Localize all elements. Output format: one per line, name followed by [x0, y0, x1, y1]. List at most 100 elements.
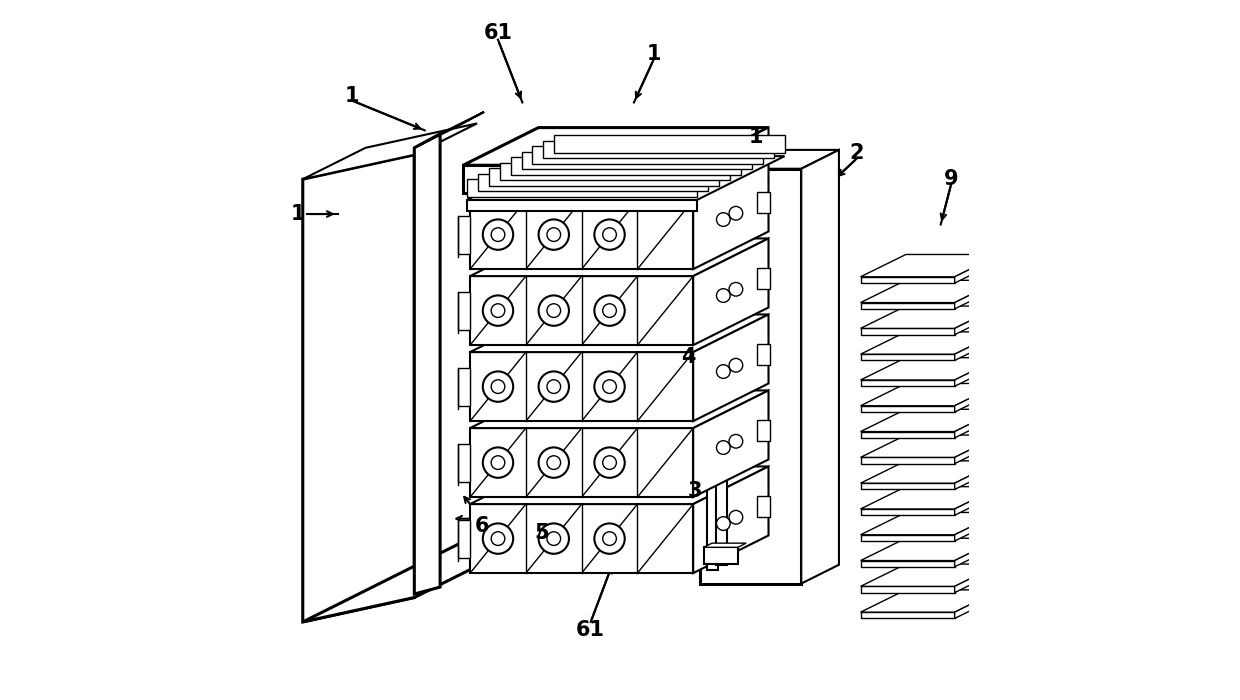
Circle shape	[491, 456, 505, 470]
Polygon shape	[955, 512, 999, 541]
Circle shape	[482, 295, 513, 326]
Text: 61: 61	[484, 23, 512, 43]
Ellipse shape	[729, 282, 743, 296]
Polygon shape	[715, 189, 727, 566]
Polygon shape	[861, 384, 999, 406]
Text: 61: 61	[577, 620, 605, 641]
Text: 4: 4	[681, 347, 696, 367]
Polygon shape	[693, 127, 769, 193]
Circle shape	[594, 447, 625, 478]
Polygon shape	[955, 590, 999, 618]
Polygon shape	[458, 216, 470, 253]
Polygon shape	[466, 200, 697, 211]
Circle shape	[547, 532, 560, 545]
Polygon shape	[955, 564, 999, 593]
Polygon shape	[303, 516, 578, 622]
Polygon shape	[470, 391, 769, 428]
Polygon shape	[861, 332, 999, 354]
Polygon shape	[470, 352, 693, 421]
Polygon shape	[511, 158, 740, 174]
Polygon shape	[955, 435, 999, 463]
Polygon shape	[463, 165, 693, 193]
Text: 3: 3	[688, 481, 703, 500]
Circle shape	[538, 372, 569, 402]
Polygon shape	[861, 280, 999, 302]
Circle shape	[482, 219, 513, 250]
Ellipse shape	[717, 288, 730, 302]
Circle shape	[538, 295, 569, 326]
Polygon shape	[458, 368, 470, 405]
Circle shape	[491, 304, 505, 317]
Polygon shape	[500, 162, 729, 180]
Polygon shape	[861, 509, 955, 515]
Polygon shape	[955, 332, 999, 361]
Circle shape	[538, 447, 569, 478]
Text: 2: 2	[849, 144, 864, 163]
Polygon shape	[466, 179, 697, 197]
Circle shape	[547, 456, 560, 470]
Ellipse shape	[729, 206, 743, 220]
Polygon shape	[955, 461, 999, 489]
Circle shape	[538, 524, 569, 554]
Ellipse shape	[717, 517, 730, 531]
Text: 1: 1	[345, 85, 358, 106]
Polygon shape	[707, 193, 718, 570]
Polygon shape	[470, 428, 693, 497]
Polygon shape	[703, 543, 746, 547]
Circle shape	[482, 524, 513, 554]
Polygon shape	[955, 384, 999, 412]
Circle shape	[547, 380, 560, 393]
Circle shape	[594, 295, 625, 326]
Polygon shape	[414, 134, 440, 594]
Polygon shape	[861, 461, 999, 483]
Polygon shape	[861, 590, 999, 612]
Polygon shape	[703, 199, 738, 216]
Polygon shape	[955, 255, 999, 283]
Circle shape	[594, 219, 625, 250]
Polygon shape	[861, 435, 999, 457]
Polygon shape	[861, 432, 955, 438]
Polygon shape	[703, 195, 746, 199]
Polygon shape	[466, 156, 785, 200]
Polygon shape	[693, 466, 769, 573]
Polygon shape	[861, 483, 955, 489]
Polygon shape	[861, 380, 955, 386]
Polygon shape	[470, 504, 693, 573]
Polygon shape	[861, 358, 999, 380]
Text: 1: 1	[646, 43, 661, 64]
Circle shape	[603, 456, 616, 470]
Polygon shape	[758, 496, 770, 517]
Polygon shape	[861, 587, 955, 593]
Polygon shape	[861, 512, 999, 535]
Polygon shape	[861, 255, 999, 276]
Polygon shape	[303, 155, 414, 622]
Polygon shape	[470, 276, 693, 345]
Circle shape	[491, 532, 505, 545]
Polygon shape	[477, 174, 708, 191]
Polygon shape	[861, 486, 999, 509]
Polygon shape	[470, 314, 769, 352]
Polygon shape	[701, 169, 801, 584]
Text: 6: 6	[475, 516, 490, 536]
Polygon shape	[532, 146, 763, 164]
Polygon shape	[554, 135, 785, 153]
Polygon shape	[758, 344, 770, 365]
Polygon shape	[955, 306, 999, 335]
Circle shape	[547, 304, 560, 317]
Polygon shape	[693, 162, 769, 269]
Polygon shape	[470, 200, 693, 269]
Polygon shape	[861, 564, 999, 587]
Polygon shape	[861, 354, 955, 360]
Text: 5: 5	[534, 523, 549, 542]
Polygon shape	[955, 486, 999, 515]
Circle shape	[594, 372, 625, 402]
Polygon shape	[861, 406, 955, 412]
Polygon shape	[414, 112, 484, 148]
Polygon shape	[693, 314, 769, 421]
Polygon shape	[463, 127, 769, 165]
Polygon shape	[758, 268, 770, 289]
Text: 1: 1	[290, 204, 305, 224]
Text: 1: 1	[749, 127, 763, 147]
Ellipse shape	[717, 441, 730, 454]
Polygon shape	[458, 292, 470, 330]
